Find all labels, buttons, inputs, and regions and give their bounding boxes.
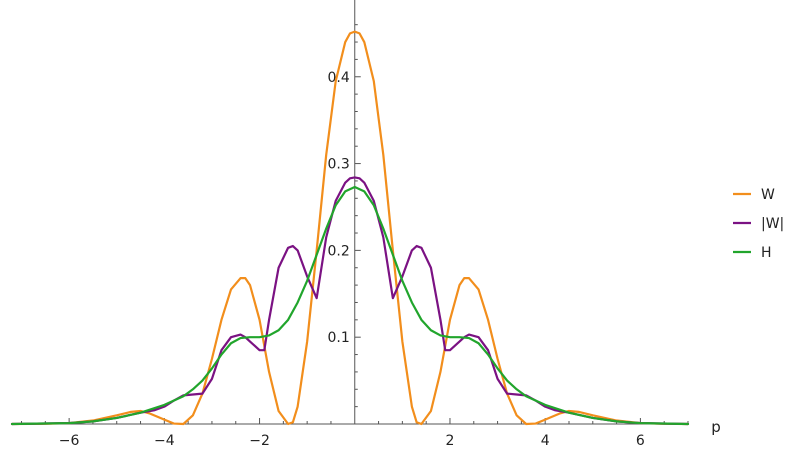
- x-axis-label: p: [711, 418, 721, 436]
- legend: W |W| H: [733, 187, 784, 261]
- axes: −6 −4 −2 2 4 6 0.1 0.2 0.3 0.4 p: [12, 0, 721, 449]
- legend-label: |W|: [761, 216, 784, 232]
- x-tick-label: 2: [446, 433, 455, 449]
- x-tick-label: 4: [541, 433, 550, 449]
- y-tick-label: 0.2: [327, 243, 349, 259]
- x-tick-label: 6: [636, 433, 645, 449]
- series-layer: [10, 30, 690, 426]
- legend-label: H: [761, 245, 772, 261]
- x-tick-label: −6: [59, 433, 80, 449]
- legend-label: W: [761, 187, 775, 203]
- y-tick-label: 0.1: [327, 330, 349, 346]
- x-tick-label: −4: [154, 433, 175, 449]
- y-tick-label: 0.3: [327, 157, 349, 173]
- series-line-3: [10, 185, 690, 426]
- series-line-1: [10, 30, 690, 426]
- x-tick-label: −2: [249, 433, 270, 449]
- series-line-2: [10, 176, 690, 426]
- y-tick-label: 0.4: [327, 70, 349, 86]
